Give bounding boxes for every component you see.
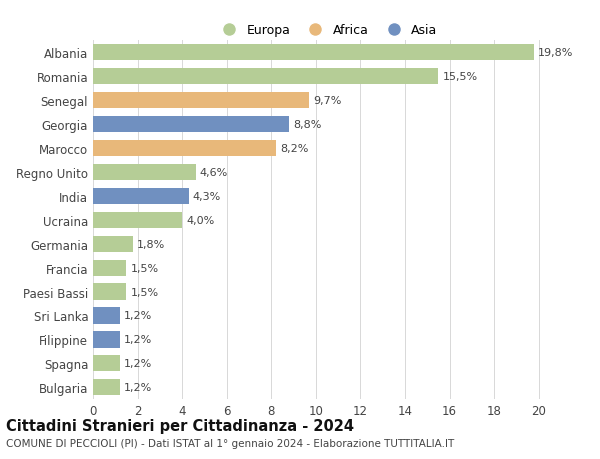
Bar [93, 260, 127, 276]
Bar [93, 93, 309, 109]
Text: 9,7%: 9,7% [313, 96, 341, 106]
Bar [93, 379, 120, 396]
Text: 1,8%: 1,8% [137, 239, 166, 249]
Bar [93, 308, 120, 324]
Text: 8,2%: 8,2% [280, 144, 308, 154]
Text: 4,0%: 4,0% [186, 215, 214, 225]
Text: 1,2%: 1,2% [124, 335, 152, 345]
Text: 19,8%: 19,8% [538, 48, 574, 58]
Bar [93, 117, 289, 133]
Text: 8,8%: 8,8% [293, 120, 322, 130]
Bar [93, 164, 196, 181]
Text: COMUNE DI PECCIOLI (PI) - Dati ISTAT al 1° gennaio 2024 - Elaborazione TUTTITALI: COMUNE DI PECCIOLI (PI) - Dati ISTAT al … [6, 438, 454, 448]
Bar [93, 69, 439, 85]
Text: 1,5%: 1,5% [130, 287, 158, 297]
Text: 1,2%: 1,2% [124, 382, 152, 392]
Bar [93, 45, 534, 62]
Text: 4,6%: 4,6% [200, 168, 228, 178]
Text: 4,3%: 4,3% [193, 191, 221, 202]
Text: 1,2%: 1,2% [124, 311, 152, 321]
Bar [93, 331, 120, 348]
Text: 1,5%: 1,5% [130, 263, 158, 273]
Bar [93, 284, 127, 300]
Text: Cittadini Stranieri per Cittadinanza - 2024: Cittadini Stranieri per Cittadinanza - 2… [6, 418, 354, 433]
Text: 1,2%: 1,2% [124, 358, 152, 369]
Bar [93, 188, 189, 205]
Text: 15,5%: 15,5% [442, 72, 478, 82]
Bar [93, 140, 276, 157]
Bar [93, 355, 120, 372]
Legend: Europa, Africa, Asia: Europa, Africa, Asia [212, 19, 443, 42]
Bar [93, 236, 133, 252]
Bar [93, 212, 182, 229]
